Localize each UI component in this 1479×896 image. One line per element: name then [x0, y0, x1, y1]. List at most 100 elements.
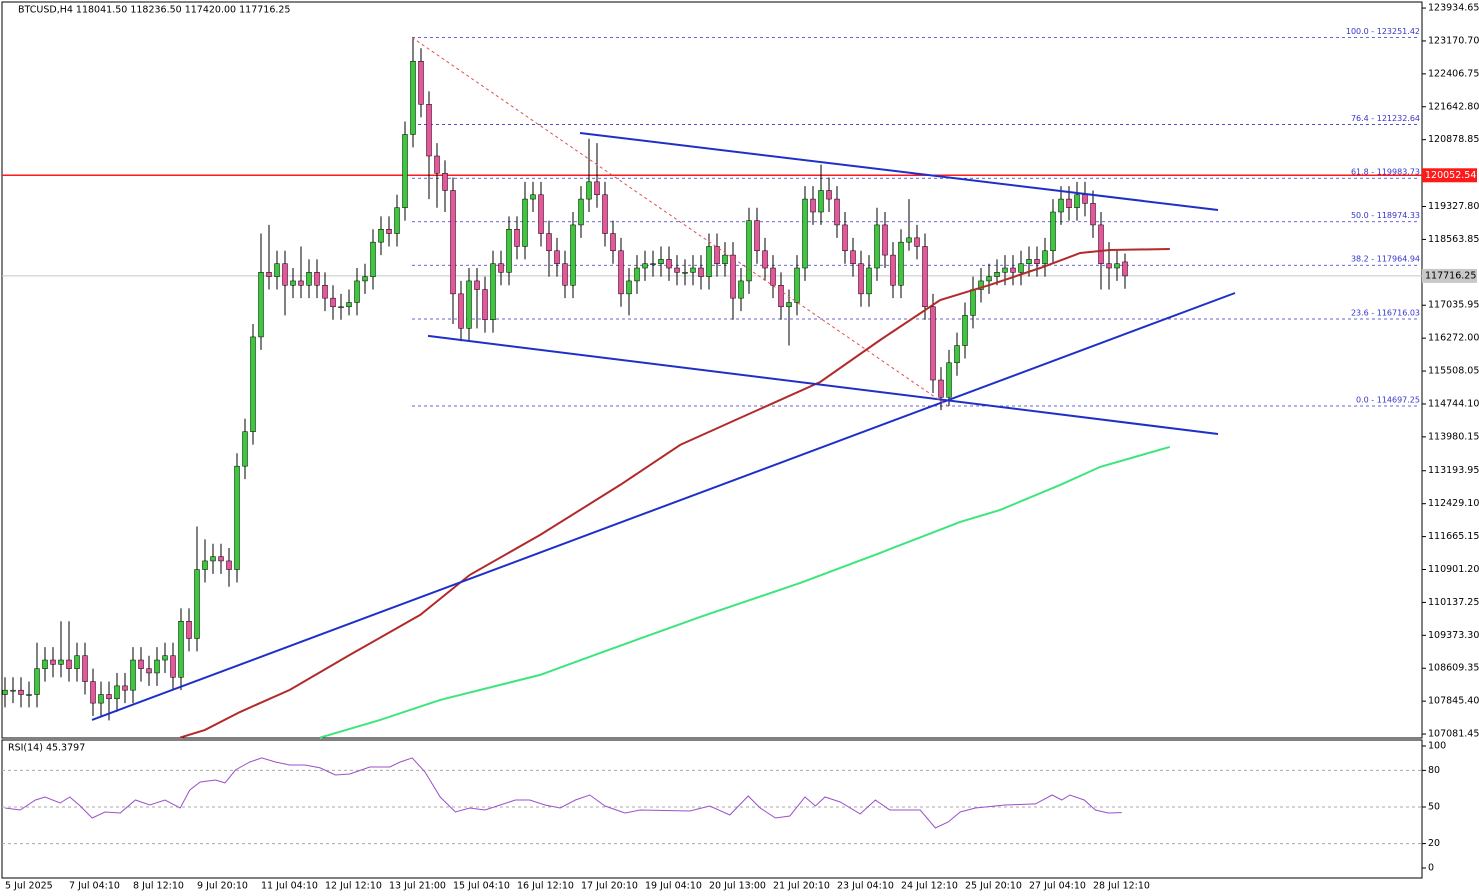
candle-body: [442, 172, 448, 191]
candle-body: [418, 60, 424, 105]
candle-body: [522, 198, 528, 247]
candle-body: [58, 659, 64, 665]
y-tick-label: 122406.75: [1428, 68, 1479, 79]
fib-label: 76.4 - 121232.64: [1351, 114, 1420, 123]
y-tick-label: 118563.85: [1428, 234, 1479, 245]
x-tick-label: 19 Jul 04:10: [645, 881, 702, 892]
candle-body: [386, 228, 392, 234]
fib-label: 0.0 - 114697.25: [1356, 395, 1420, 404]
line: [411, 37, 949, 407]
x-tick-label: 17 Jul 20:10: [581, 881, 638, 892]
candle-body: [530, 194, 536, 200]
candle-body: [866, 267, 872, 295]
candle-body: [722, 254, 728, 264]
x-tick-label: 9 Jul 20:10: [197, 881, 248, 892]
candle-body: [434, 155, 440, 174]
candle-body: [426, 104, 432, 157]
candle-body: [1098, 224, 1104, 264]
candle-body: [298, 280, 304, 286]
y-tick-label: 114744.10: [1428, 398, 1479, 409]
candle-body: [42, 659, 48, 669]
candle-body: [2, 689, 8, 695]
x-tick-label: 13 Jul 21:00: [389, 881, 446, 892]
y-tick-label: 111665.15: [1428, 531, 1479, 542]
candle-body: [514, 228, 520, 247]
candle-body: [258, 272, 264, 338]
candle-body: [962, 315, 968, 346]
y-tick-label: 100: [1428, 740, 1446, 751]
candle-body: [618, 250, 624, 295]
fib-label: 100.0 - 123251.42: [1346, 27, 1420, 36]
candle-body: [834, 198, 840, 226]
candle-body: [410, 60, 416, 135]
y-tick-label: 110901.20: [1428, 564, 1479, 575]
y-tick-label: 107081.45: [1428, 729, 1479, 740]
candle-body: [282, 263, 288, 286]
candle-body: [242, 431, 248, 467]
candle-body: [82, 655, 88, 682]
candle-body: [466, 280, 472, 329]
candle-body: [202, 560, 208, 570]
candle-body: [802, 198, 808, 269]
candle-body: [458, 293, 464, 329]
x-tick-label: 7 Jul 04:10: [69, 881, 120, 892]
candle-body: [1066, 198, 1072, 208]
line: [179, 248, 1170, 739]
y-tick-label: 113980.15: [1428, 431, 1479, 442]
candle-body: [1114, 263, 1120, 269]
candle-body: [770, 267, 776, 286]
candle-body: [138, 659, 144, 669]
candle-body: [986, 276, 992, 282]
y-tick-label: 109373.30: [1428, 630, 1479, 641]
x-tick-label: 21 Jul 20:10: [773, 881, 830, 892]
candle-body: [674, 267, 680, 273]
fib-label: 50.0 - 118974.33: [1351, 211, 1420, 220]
candle-body: [490, 263, 496, 320]
y-tick-label: 116272.00: [1428, 333, 1479, 344]
candle-body: [330, 297, 336, 308]
candle-body: [602, 194, 608, 234]
rsi-line: [4, 757, 1122, 829]
candle-body: [922, 246, 928, 308]
candle-body: [626, 280, 632, 295]
candle-body: [338, 306, 344, 309]
candle-body: [1122, 261, 1128, 277]
candle-body: [218, 556, 224, 562]
x-tick-label: 16 Jul 12:10: [517, 881, 574, 892]
line: [579, 132, 1219, 211]
candle-body: [730, 254, 736, 299]
rsi-title: RSI(14) 45.3797: [8, 743, 85, 754]
candle-body: [1058, 198, 1064, 213]
candle-body: [370, 241, 376, 277]
price-level-box: [1422, 168, 1477, 183]
candle-body: [698, 267, 704, 277]
candle-body: [1026, 259, 1032, 264]
candle-body: [906, 237, 912, 243]
x-tick-label: 15 Jul 04:10: [453, 881, 510, 892]
candle-body: [882, 224, 888, 256]
x-tick-label: 20 Jul 13:00: [709, 881, 766, 892]
candle-body: [978, 280, 984, 290]
y-tick-label: 108609.35: [1428, 663, 1479, 674]
candle-body: [98, 694, 104, 704]
y-tick-label: 80: [1428, 765, 1440, 776]
candle-body: [682, 272, 688, 274]
candle-body: [474, 280, 480, 290]
candle-body: [10, 689, 16, 692]
candle-body: [938, 379, 944, 398]
candle-body: [658, 259, 664, 264]
candle-body: [914, 237, 920, 247]
candle-body: [874, 224, 880, 269]
y-tick-label: 120878.85: [1428, 134, 1479, 145]
y-tick-label: 123934.65: [1428, 3, 1479, 14]
y-tick-label: 0: [1428, 862, 1434, 873]
candle-body: [858, 263, 864, 295]
candle-body: [794, 267, 800, 303]
candle-body: [1106, 263, 1112, 269]
candle-body: [106, 694, 112, 700]
candle-body: [226, 560, 232, 570]
candle-body: [250, 336, 256, 432]
candle-body: [562, 263, 568, 286]
candle-body: [1074, 194, 1080, 208]
candle-body: [570, 224, 576, 286]
